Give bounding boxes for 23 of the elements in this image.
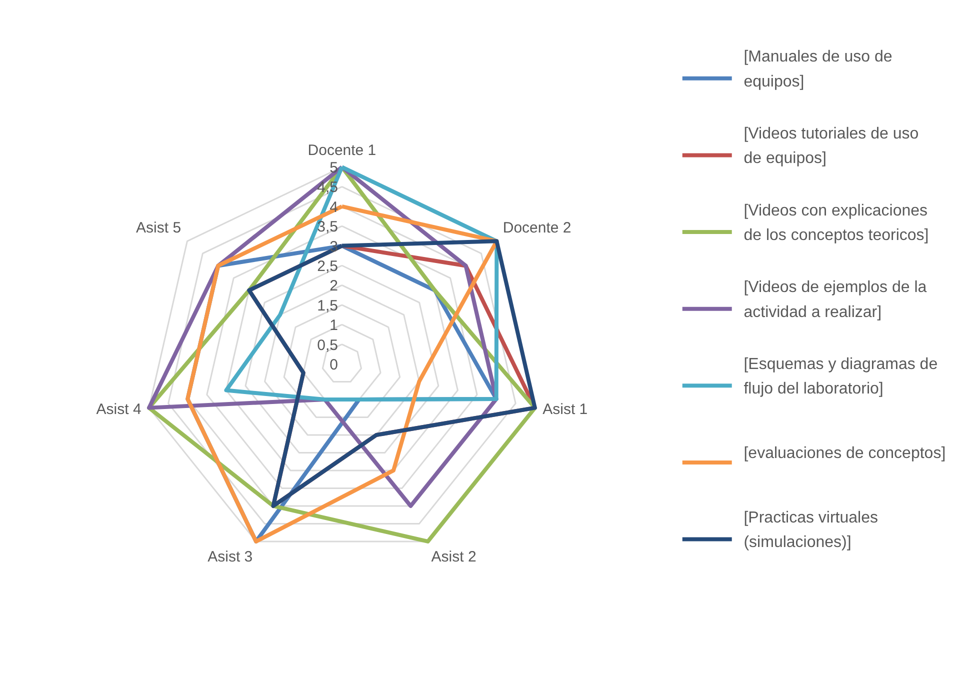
- legend-label: [Videos con explicaciones de los conceptos teoricos]: [744, 202, 929, 244]
- legend-label: [Manuales de uso de equipos]: [744, 48, 892, 90]
- y-tick-label: 1,5: [317, 297, 338, 314]
- legend-label: [Esquemas y diagramas de flujo del laboratorio]: [744, 356, 938, 398]
- legend-label: [Videos tutoriales de uso de equipos]: [744, 126, 919, 168]
- spoke-label: Asist 2: [431, 548, 476, 566]
- spoke-label: Asist 4: [96, 401, 142, 418]
- y-tick-label: 0,5: [317, 336, 338, 354]
- legend-label: [Practicas virtuales (simulaciones)]: [744, 510, 878, 552]
- spoke-label: Asist 3: [208, 548, 253, 566]
- spoke-label: Docente 2: [502, 219, 572, 236]
- y-tick-label: 1: [330, 317, 338, 334]
- y-tick-label: 0: [330, 356, 338, 374]
- y-tick-label: 4,5: [317, 179, 338, 196]
- y-tick-label: 2: [330, 278, 338, 295]
- spoke-label: Asist 1: [542, 401, 588, 418]
- spoke-label: Docente 1: [308, 142, 376, 160]
- y-tick-label: 3,5: [317, 218, 338, 236]
- spoke-label: Asist 5: [136, 219, 182, 236]
- legend-label: [evaluaciones de conceptos]: [744, 445, 946, 462]
- legend-label: [Videos de ejemplos de la actividad a realizar]: [744, 279, 927, 321]
- y-tick-label: 3: [330, 238, 338, 256]
- y-tick-label: 2,5: [317, 258, 338, 275]
